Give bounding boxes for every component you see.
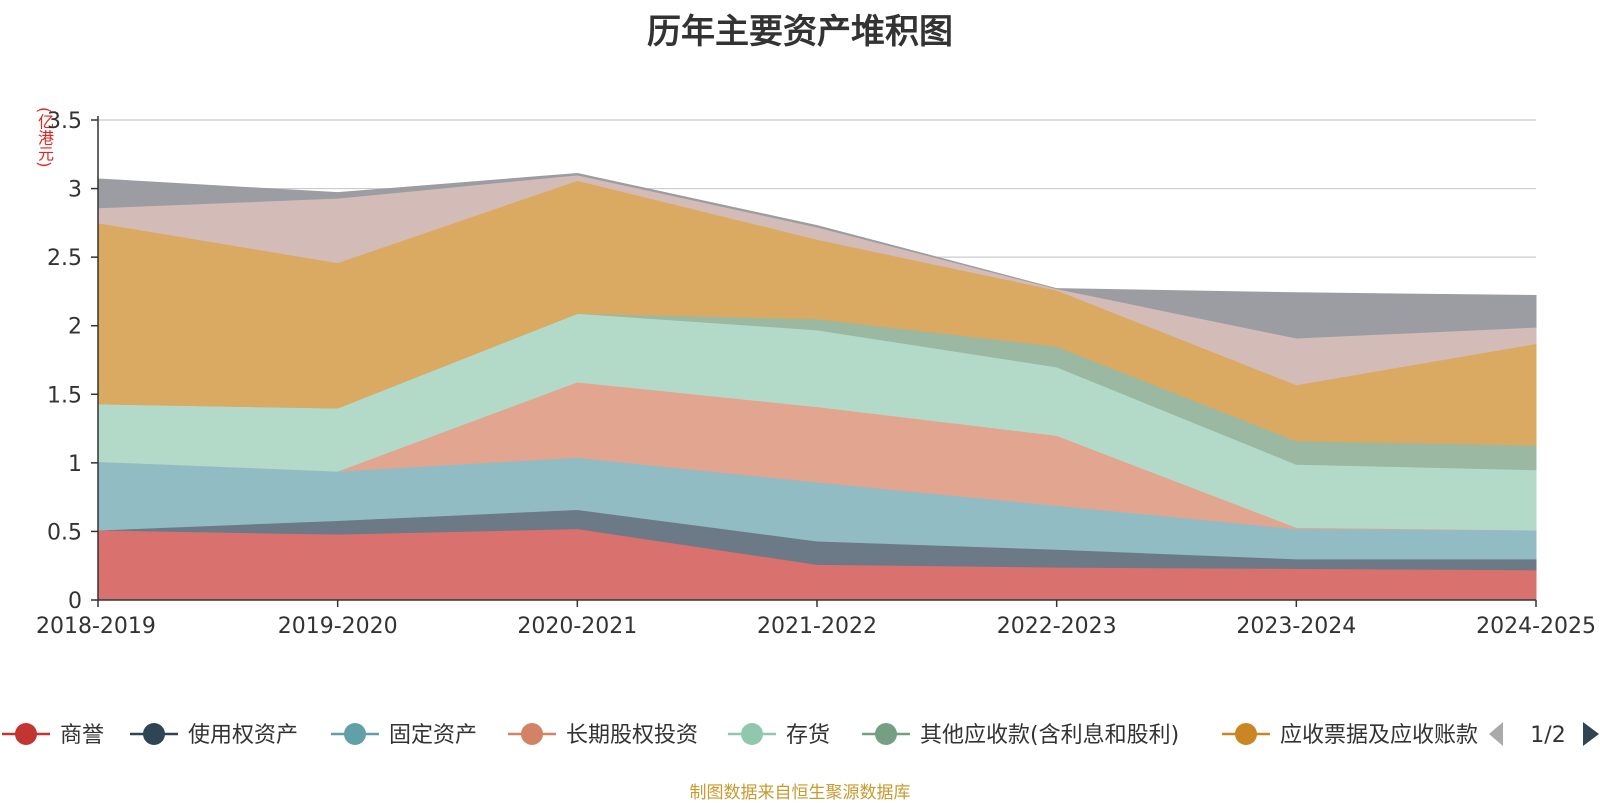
legend-marker-icon: [1235, 723, 1257, 745]
y-tick-label: 0: [68, 589, 82, 614]
legend-marker-icon: [344, 723, 366, 745]
x-tick-label: 2023-2024: [1236, 614, 1356, 639]
legend-item-label: 应收票据及应收账款: [1280, 723, 1478, 748]
legend-page-indicator: 1/2: [1530, 723, 1565, 748]
y-tick-label: 2: [68, 315, 82, 340]
legend-marker-icon: [15, 723, 37, 745]
x-tick-label: 2020-2021: [517, 614, 637, 639]
x-tick-label: 2018-2019: [36, 614, 156, 639]
y-tick-label: 0.5: [47, 520, 82, 545]
legend-item-label: 存货: [786, 723, 830, 748]
data-source-footer: 制图数据来自恒生聚源数据库: [689, 783, 911, 803]
x-tick-label: 2024-2025: [1476, 614, 1596, 639]
chart-title: 历年主要资产堆积图: [647, 12, 953, 52]
legend-marker-icon: [521, 723, 543, 745]
area-series-8: [97, 172, 1537, 339]
y-tick-label: 2.5: [47, 246, 82, 271]
x-tick-label: 2021-2022: [757, 614, 877, 639]
legend-marker-icon: [741, 723, 763, 745]
legend-prev-page-icon[interactable]: [1489, 722, 1503, 746]
legend-marker-icon: [875, 723, 897, 745]
legend-next-page-icon[interactable]: [1583, 722, 1599, 746]
y-tick-label: 3.5: [47, 109, 82, 134]
y-tick-label: 3: [68, 178, 82, 203]
legend-item-label: 其他应收款(含利息和股利): [920, 723, 1179, 748]
y-tick-label: 1: [68, 452, 82, 477]
legend-marker-icon: [143, 723, 165, 745]
legend-item-label: 商誉: [60, 723, 104, 748]
y-axis-unit-label: (亿港元): [35, 106, 54, 168]
x-tick-label: 2019-2020: [278, 614, 398, 639]
legend-item-label: 长期股权投资: [566, 723, 698, 748]
legend-item-label: 使用权资产: [188, 723, 298, 748]
y-tick-label: 1.5: [47, 383, 82, 408]
legend-item-label: 固定资产: [389, 723, 477, 748]
x-tick-label: 2022-2023: [997, 614, 1117, 639]
